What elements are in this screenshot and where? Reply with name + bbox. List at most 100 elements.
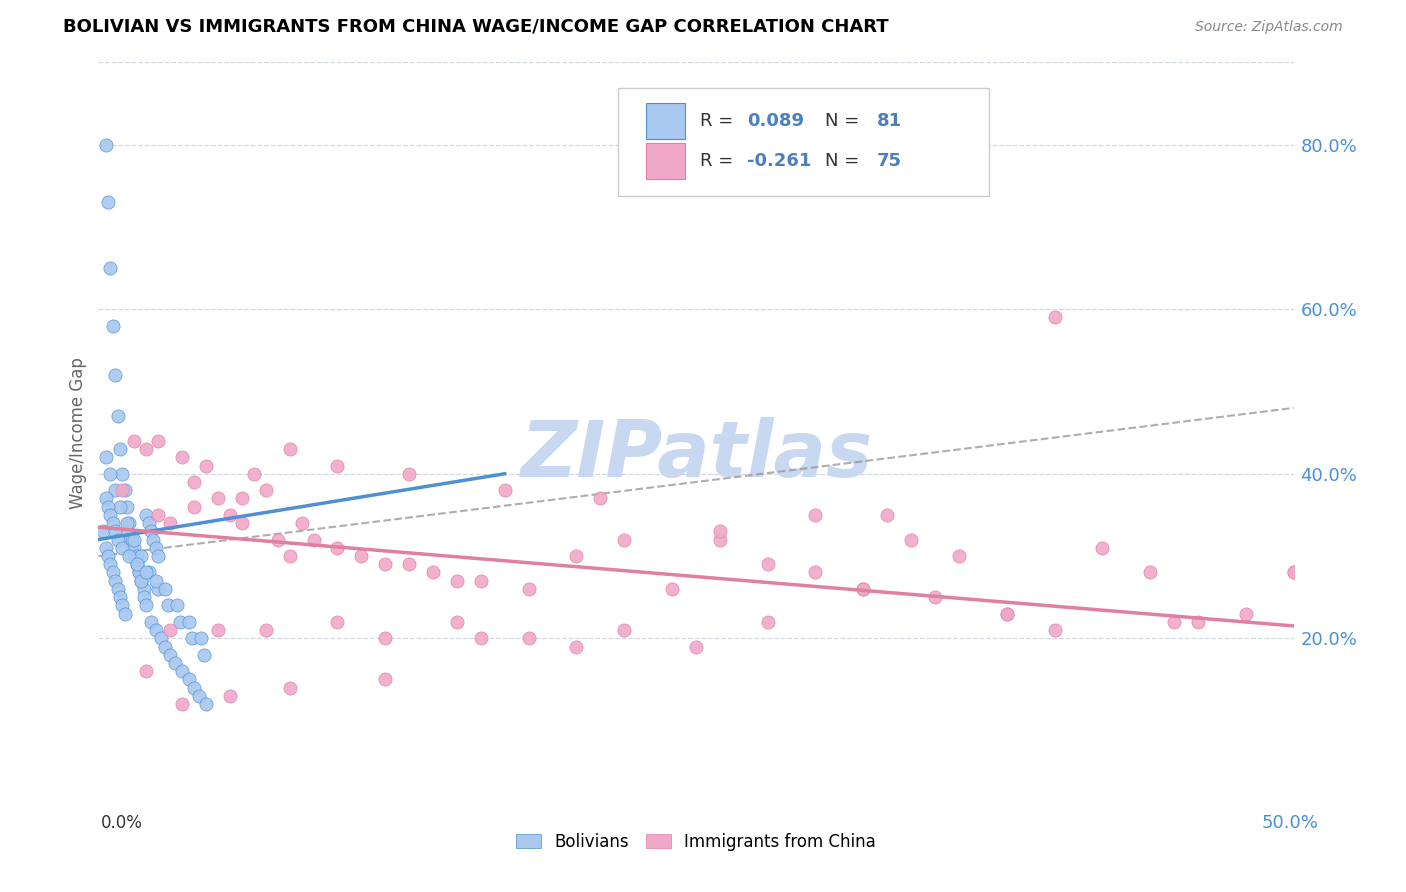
Point [104,483,127,498]
Point [111,467,134,481]
Point [613,623,636,637]
Point [118,549,141,563]
Point [131,574,153,588]
Point [924,590,946,604]
Point [661,582,683,596]
Point [104,574,127,588]
Point [118,533,141,547]
Point [291,516,314,530]
Point [231,491,253,506]
Point [183,681,205,695]
Point [148,508,170,522]
Point [128,566,150,580]
Point [142,533,165,547]
Point [118,516,141,530]
Point [97,549,120,563]
Point [254,623,277,637]
Point [132,590,155,604]
Point [179,673,201,687]
Point [145,541,167,555]
Point [101,566,124,580]
Point [98,508,122,522]
Point [374,558,396,572]
Bar [645,143,685,178]
Point [350,549,373,563]
Point [169,615,191,629]
Point [267,533,290,547]
Point [187,689,209,703]
Point [876,508,898,522]
Text: BOLIVIAN VS IMMIGRANTS FROM CHINA WAGE/INCOME GAP CORRELATION CHART: BOLIVIAN VS IMMIGRANTS FROM CHINA WAGE/I… [63,17,889,35]
Point [446,574,468,588]
Point [135,508,157,522]
Point [138,566,160,580]
Point [517,632,540,646]
Point [278,442,301,456]
Point [115,524,138,539]
Point [374,632,396,646]
Point [159,516,181,530]
Point [278,549,301,563]
Point [97,500,120,514]
Point [804,508,827,522]
Point [326,615,349,629]
Point [374,673,396,687]
Point [900,533,922,547]
Point [995,607,1018,621]
Legend: Bolivians, Immigrants from China: Bolivians, Immigrants from China [509,826,883,857]
Point [94,137,117,152]
Text: Source: ZipAtlas.com: Source: ZipAtlas.com [1195,21,1343,34]
Point [131,574,153,588]
Text: N =: N = [825,152,865,169]
Point [1139,566,1161,580]
Point [948,549,970,563]
Point [104,368,127,382]
Point [115,516,138,530]
Point [155,582,177,596]
Point [124,533,146,547]
Point [148,582,170,596]
Point [219,689,242,703]
Point [104,524,127,539]
Point [155,640,177,654]
Point [852,582,875,596]
Point [446,615,468,629]
Point [98,261,122,276]
Point [149,632,172,646]
Point [115,500,138,514]
Point [1043,310,1066,325]
Point [101,318,124,333]
Point [107,409,129,424]
Point [138,516,160,530]
Text: 0.089: 0.089 [748,112,804,130]
Point [183,475,205,489]
Point [565,640,588,654]
Point [231,516,253,530]
Point [470,632,492,646]
Point [97,195,120,210]
Point [1043,623,1066,637]
Point [163,656,186,670]
Point [91,524,114,539]
Point [1091,541,1114,555]
Point [94,541,117,555]
Point [326,458,349,473]
Point [135,442,157,456]
Text: -0.261: -0.261 [748,152,811,169]
Point [470,574,492,588]
Point [1163,615,1185,629]
Point [125,558,148,572]
Point [183,500,205,514]
Point [135,664,157,678]
Point [107,582,129,596]
Point [398,558,420,572]
Point [132,582,155,596]
Point [179,615,201,629]
Text: R =: R = [700,152,738,169]
Point [121,541,143,555]
Text: 0.0%: 0.0% [101,814,143,831]
Point [145,574,167,588]
Point [219,508,242,522]
Point [195,458,218,473]
Text: N =: N = [825,112,865,130]
